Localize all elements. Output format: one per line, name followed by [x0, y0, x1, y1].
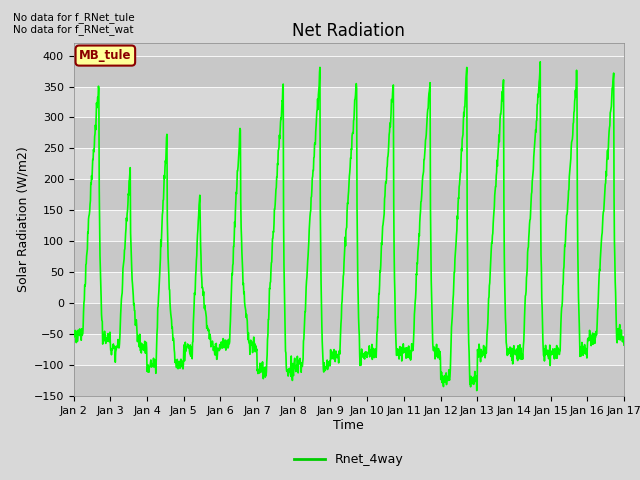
Text: MB_tule: MB_tule	[79, 49, 132, 62]
Text: No data for f_RNet_tule: No data for f_RNet_tule	[13, 12, 134, 23]
Bar	[74, 241, 624, 272]
Bar	[74, 334, 624, 365]
Bar	[74, 86, 624, 118]
Bar	[74, 148, 624, 180]
Bar	[74, 56, 624, 86]
X-axis label: Time: Time	[333, 419, 364, 432]
Y-axis label: Solar Radiation (W/m2): Solar Radiation (W/m2)	[17, 147, 29, 292]
Bar	[74, 365, 624, 396]
Bar	[74, 210, 624, 241]
Title: Net Radiation: Net Radiation	[292, 22, 405, 40]
Bar	[74, 180, 624, 210]
Bar	[74, 118, 624, 148]
Bar	[74, 303, 624, 334]
Legend: Rnet_4way: Rnet_4way	[289, 448, 409, 471]
Bar	[74, 272, 624, 303]
Text: No data for f_RNet_wat: No data for f_RNet_wat	[13, 24, 133, 35]
